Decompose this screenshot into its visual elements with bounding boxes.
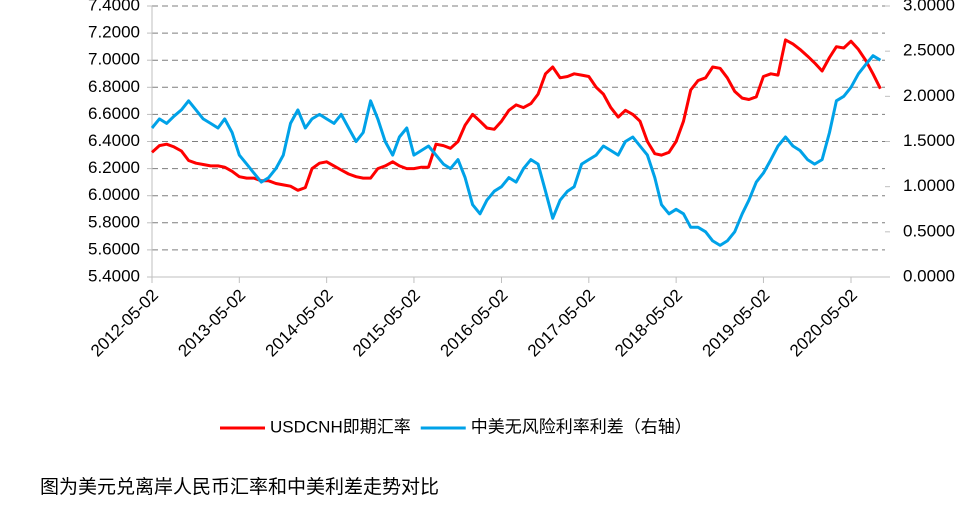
x-tick-label: 2013-05-02 [174, 286, 249, 361]
y-tick-label: 6.6000 [88, 104, 140, 123]
y2-tick-label: 0.5000 [903, 221, 955, 240]
x-tick-label: 2014-05-02 [262, 286, 337, 361]
x-tick-label: 2018-05-02 [611, 286, 686, 361]
y2-tick-label: 2.0000 [903, 86, 955, 105]
y-tick-label: 5.4000 [88, 266, 140, 285]
x-tick-label: 2012-05-02 [87, 286, 162, 361]
series-line [150, 54, 882, 247]
y2-tick-label: 1.0000 [903, 176, 955, 195]
x-tick-label: 2020-05-02 [786, 286, 861, 361]
legend-item: USDCNH即期汇率 [220, 417, 411, 436]
y2-tick-label: 0.0000 [903, 266, 955, 285]
y-tick-label: 7.4000 [88, 0, 140, 14]
y-tick-label: 6.0000 [88, 185, 140, 204]
y2-tick-label: 1.5000 [903, 131, 955, 150]
caption: 图为美元兑离岸人民币汇率和中美利差走势对比 [40, 476, 439, 498]
x-tick-label: 2017-05-02 [524, 286, 599, 361]
legend-label: USDCNH即期汇率 [270, 417, 411, 436]
legend-item: 中美无风险利率利差（右轴） [420, 417, 692, 436]
y2-tick-label: 3.0000 [903, 0, 955, 14]
x-tick-label: 2016-05-02 [437, 286, 512, 361]
y-tick-label: 6.4000 [88, 131, 140, 150]
x-tick-label: 2019-05-02 [699, 286, 774, 361]
y-tick-label: 7.2000 [88, 23, 140, 42]
x-tick-label: 2015-05-02 [349, 286, 424, 361]
y-tick-label: 7.0000 [88, 50, 140, 69]
y-tick-label: 6.8000 [88, 77, 140, 96]
y2-tick-label: 2.5000 [903, 41, 955, 60]
y-tick-label: 5.8000 [88, 212, 140, 231]
y-tick-label: 5.6000 [88, 239, 140, 258]
y-tick-label: 6.2000 [88, 158, 140, 177]
series-line [150, 38, 882, 192]
legend-label: 中美无风险利率利差（右轴） [471, 417, 692, 436]
